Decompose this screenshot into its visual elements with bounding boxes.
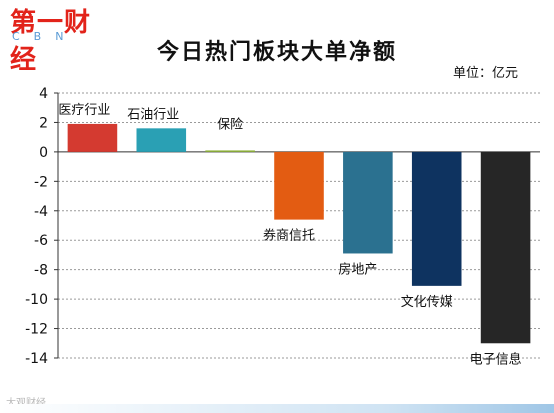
y-tick-label: -14 <box>25 351 48 367</box>
logo: 第一财经 CBN <box>4 2 104 75</box>
bar-label: 券商信托 <box>263 228 315 244</box>
bar-label: 电子信息 <box>470 351 522 367</box>
y-tick-label: 0 <box>39 145 48 161</box>
bar-label: 石油行业 <box>127 107 179 122</box>
bar <box>136 128 187 152</box>
y-tick-label: -10 <box>25 292 48 308</box>
unit-label: 单位：亿元 <box>452 66 518 81</box>
y-tick-label: -2 <box>34 174 48 190</box>
bottom-band <box>0 404 554 413</box>
watermark-text: 大观财经 <box>6 394 46 409</box>
bar <box>480 151 531 344</box>
y-tick-label: -12 <box>25 322 48 338</box>
bar-label: 房地产 <box>338 261 377 277</box>
bar-label: 保险 <box>217 117 243 132</box>
bar <box>343 151 393 254</box>
bar-label: 文化传媒 <box>401 295 453 310</box>
y-tick-label: -8 <box>34 263 48 279</box>
y-tick-label: 2 <box>39 115 48 131</box>
bar-label: 医疗行业 <box>58 103 110 118</box>
bar <box>67 123 118 152</box>
logo-subtext: CBN <box>12 30 78 43</box>
bar <box>274 151 324 220</box>
logo-text: 第一财经 <box>10 8 92 75</box>
bar <box>411 151 462 286</box>
bar <box>205 150 255 152</box>
y-tick-label: -6 <box>34 233 48 249</box>
y-tick-label: -4 <box>34 204 48 220</box>
chart-title: 今日热门板块大单净额 <box>156 39 397 65</box>
y-tick-label: 4 <box>39 86 48 102</box>
